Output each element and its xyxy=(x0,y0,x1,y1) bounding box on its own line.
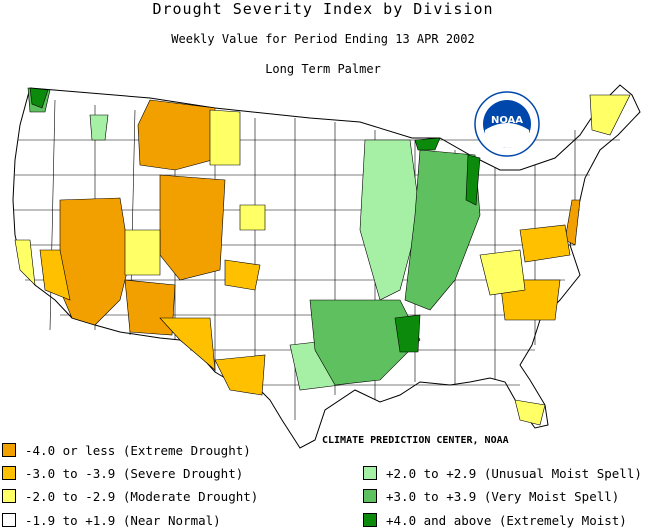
region-severe-drought xyxy=(214,354,266,396)
index-name: Long Term Palmer xyxy=(265,62,381,76)
region-very-moist xyxy=(309,299,421,386)
region-moderate-drought xyxy=(514,399,546,426)
legend-swatch xyxy=(363,466,377,480)
region-unusual-moist xyxy=(89,114,109,141)
region-extremely-moist xyxy=(414,137,441,151)
region-severe-drought xyxy=(39,249,71,301)
us-climate-division-map xyxy=(12,84,641,449)
region-moderate-drought xyxy=(124,229,161,276)
region-unusual-moist xyxy=(359,139,421,301)
legend-item-moderate-drought: -2.0 to -2.9 (Moderate Drought) xyxy=(2,488,258,504)
region-extreme-drought xyxy=(159,174,226,281)
region-severe-drought xyxy=(224,259,261,291)
legend-swatch xyxy=(2,466,16,480)
legend-item-severe-drought: -3.0 to -3.9 (Severe Drought) xyxy=(2,465,243,481)
legend-item-near-normal: -1.9 to +1.9 (Near Normal) xyxy=(2,512,221,528)
map-subtitle: Weekly Value for Period Ending 13 APR 20… xyxy=(171,32,475,46)
region-extremely-moist xyxy=(394,314,421,353)
region-extreme-drought xyxy=(564,199,581,246)
region-extremely-moist xyxy=(29,87,49,109)
legend-item-very-moist: +3.0 to +3.9 (Very Moist Spell) xyxy=(363,488,619,504)
region-extremely-moist xyxy=(465,154,481,206)
region-moderate-drought xyxy=(589,94,631,136)
region-moderate-drought xyxy=(479,249,526,296)
region-extreme-drought xyxy=(124,279,176,336)
legend-swatch xyxy=(363,513,377,527)
legend-swatch xyxy=(2,489,16,503)
legend-label: -4.0 or less (Extreme Drought) xyxy=(25,442,251,458)
region-extreme-drought xyxy=(137,99,216,171)
legend-label: +2.0 to +2.9 (Unusual Moist Spell) xyxy=(386,465,642,481)
credit-text: CLIMATE PREDICTION CENTER, NOAA xyxy=(322,435,509,446)
region-severe-drought xyxy=(159,317,216,371)
noaa-logo-text: NOAA xyxy=(491,115,523,126)
region-moderate-drought xyxy=(14,239,36,286)
legend-swatch xyxy=(363,489,377,503)
legend-label: +4.0 and above (Extremely Moist) xyxy=(386,512,627,528)
legend-item-extreme-drought: -4.0 or less (Extreme Drought) xyxy=(2,442,251,458)
legend-item-unusual-moist: +2.0 to +2.9 (Unusual Moist Spell) xyxy=(363,465,642,481)
legend-label: -1.9 to +1.9 (Near Normal) xyxy=(25,512,221,528)
legend-label: -2.0 to -2.9 (Moderate Drought) xyxy=(25,488,259,504)
legend-item-extremely-moist: +4.0 and above (Extremely Moist) xyxy=(363,512,627,528)
legend-label: -3.0 to -3.9 (Severe Drought) xyxy=(25,465,244,481)
region-moderate-drought xyxy=(239,204,266,231)
region-severe-drought xyxy=(519,224,571,263)
noaa-logo: NOAA xyxy=(474,91,540,157)
legend-swatch xyxy=(2,513,16,527)
legend-label: +3.0 to +3.9 (Very Moist Spell) xyxy=(386,488,620,504)
drought-regions xyxy=(14,87,631,426)
legend-swatch xyxy=(2,443,16,457)
region-moderate-drought xyxy=(209,109,241,166)
map-title: Drought Severity Index by Division xyxy=(152,0,494,18)
